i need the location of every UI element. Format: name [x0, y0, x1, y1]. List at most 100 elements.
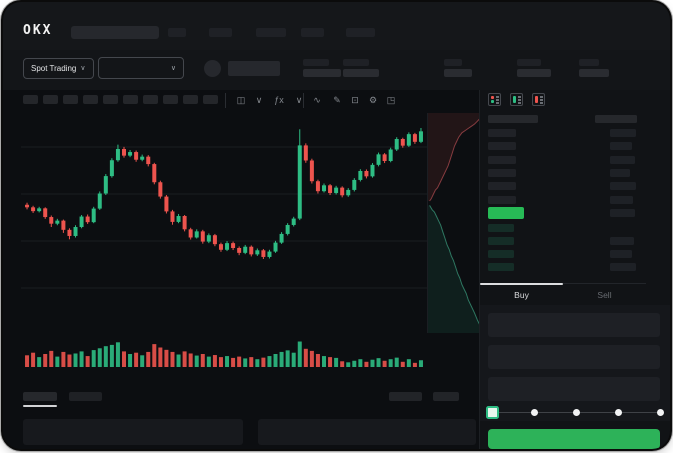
- bottom-tab[interactable]: [23, 392, 57, 401]
- nav-item[interactable]: [209, 28, 232, 37]
- bid-row-price[interactable]: [488, 263, 514, 271]
- candle-body: [225, 243, 230, 250]
- candle-body: [382, 154, 387, 162]
- candle-body: [97, 193, 102, 209]
- bottom-input-box[interactable]: [258, 419, 476, 445]
- settings-icon[interactable]: ⚙: [368, 95, 378, 105]
- bid-row-price[interactable]: [488, 224, 514, 232]
- candlestick-chart[interactable]: [21, 112, 427, 370]
- volume-bar: [406, 359, 411, 367]
- timeframe-button[interactable]: [163, 95, 178, 104]
- slider-handle[interactable]: [485, 406, 499, 419]
- depth-asks-line: [429, 117, 481, 202]
- ask-row-price[interactable]: [488, 142, 516, 151]
- candle-body: [73, 227, 78, 236]
- volume-bar: [291, 352, 296, 367]
- bottom-tab[interactable]: [69, 392, 102, 401]
- line-mark: [496, 102, 499, 104]
- line-tool-icon[interactable]: ∿: [313, 95, 321, 105]
- ask-row-price[interactable]: [488, 168, 516, 177]
- candle-body: [206, 235, 211, 242]
- ask-row-amount: [610, 168, 630, 177]
- orderbook-bids-icon[interactable]: [510, 93, 523, 106]
- orderbook-combined-icon[interactable]: [488, 93, 501, 106]
- candle-body: [328, 185, 333, 193]
- nav-item[interactable]: [301, 28, 324, 37]
- price-input[interactable]: [488, 313, 660, 337]
- timeframe-button[interactable]: [23, 95, 38, 104]
- ask-row-price[interactable]: [488, 182, 516, 191]
- volume-bar: [231, 357, 236, 367]
- timeframe-button[interactable]: [103, 95, 118, 104]
- chart-section: ◫ ∨ ƒx ∨ ∿ ✎ ⊡ ⚙ ◳: [3, 90, 481, 449]
- volume-bar: [225, 356, 230, 367]
- candle-body: [128, 152, 133, 156]
- volume-bar: [152, 344, 157, 367]
- bid-row-price[interactable]: [488, 237, 514, 245]
- candle-body: [49, 217, 54, 224]
- slider-stop[interactable]: [614, 409, 622, 416]
- timeframe-button[interactable]: [123, 95, 138, 104]
- draw-tool-icon[interactable]: ✎: [333, 95, 341, 105]
- indicators-chevron-icon[interactable]: ∨: [295, 95, 303, 105]
- market-type-dropdown[interactable]: Spot Trading ∨: [23, 58, 94, 79]
- candle-body: [231, 243, 236, 248]
- amount-input[interactable]: [488, 345, 660, 369]
- search-bar[interactable]: [71, 26, 159, 39]
- ask-row-price[interactable]: [488, 195, 516, 204]
- pair-dropdown[interactable]: ∨: [98, 57, 184, 79]
- total-input[interactable]: [488, 377, 660, 401]
- slider-stop[interactable]: [656, 409, 664, 416]
- volume-bar: [37, 357, 42, 367]
- chart-toolbar: ◫ ∨ ƒx ∨ ∿ ✎ ⊡ ⚙ ◳: [3, 90, 479, 112]
- volume-bar: [418, 360, 423, 367]
- toolbar-divider: [225, 93, 226, 108]
- volume-bar: [200, 354, 205, 367]
- chart-type-icon[interactable]: ◫: [236, 95, 246, 105]
- volume-bar: [412, 362, 417, 367]
- slider-stop[interactable]: [572, 409, 580, 416]
- nav-item[interactable]: [168, 28, 186, 37]
- bottom-input-box[interactable]: [23, 419, 243, 445]
- line-mark: [540, 96, 543, 98]
- bottom-action-placeholder[interactable]: [389, 392, 422, 401]
- volume-bar: [315, 354, 320, 367]
- indicators-icon[interactable]: ƒx: [274, 95, 284, 105]
- volume-bar: [334, 357, 339, 367]
- volume-bar: [273, 354, 278, 367]
- orderbook-asks-icon[interactable]: [532, 93, 545, 106]
- timeframe-button[interactable]: [183, 95, 198, 104]
- timeframe-button[interactable]: [83, 95, 98, 104]
- nav-item[interactable]: [346, 28, 375, 37]
- timeframe-button[interactable]: [203, 95, 218, 104]
- volume-bar: [61, 351, 66, 367]
- candle-body: [243, 246, 248, 253]
- depth-chart[interactable]: [427, 113, 481, 333]
- bid-row-price[interactable]: [488, 250, 514, 258]
- interval-dropdown-icon[interactable]: ∨: [255, 95, 263, 105]
- pair-name-placeholder[interactable]: [228, 61, 280, 76]
- ask-row-amount: [610, 129, 636, 137]
- tab-buy[interactable]: Buy: [514, 290, 529, 300]
- tab-sell[interactable]: Sell: [597, 290, 612, 300]
- volume-bar: [55, 356, 60, 367]
- last-price-badge[interactable]: [488, 207, 524, 219]
- bottom-action-placeholder[interactable]: [433, 392, 459, 401]
- slider-stop[interactable]: [530, 409, 538, 416]
- volume-bar: [31, 352, 36, 367]
- timeframe-button[interactable]: [63, 95, 78, 104]
- candle-body: [418, 131, 423, 142]
- volume-bar: [103, 346, 108, 367]
- volume-bar: [146, 351, 151, 367]
- nav-item[interactable]: [256, 28, 286, 37]
- fullscreen-icon[interactable]: ◳: [386, 95, 396, 105]
- ask-row-price[interactable]: [488, 155, 516, 164]
- ask-row-price[interactable]: [488, 129, 516, 137]
- timeframe-button[interactable]: [43, 95, 58, 104]
- snapshot-icon[interactable]: ⊡: [351, 95, 359, 105]
- candle-body: [67, 229, 72, 236]
- candle-body: [309, 160, 314, 182]
- chevron-down-icon: ∨: [170, 64, 176, 72]
- buy-submit-button[interactable]: [488, 429, 660, 449]
- timeframe-button[interactable]: [143, 95, 158, 104]
